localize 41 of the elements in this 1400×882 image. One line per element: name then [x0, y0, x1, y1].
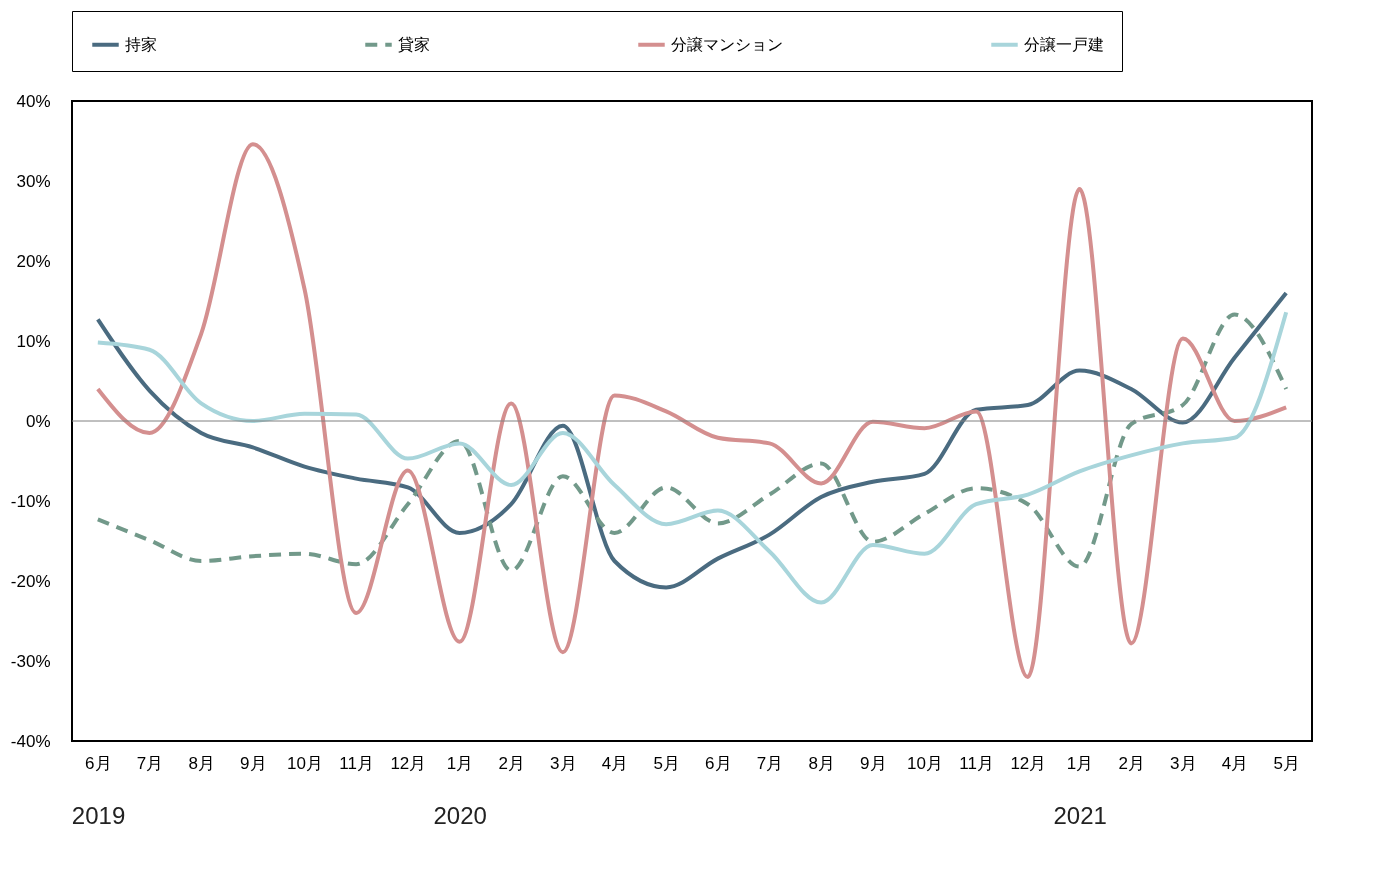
x-tick-label: 8月 [188, 753, 215, 773]
y-tick-label: 40% [16, 91, 51, 111]
x-tick-label: 11月 [339, 753, 374, 773]
y-tick-label: -10% [10, 491, 51, 511]
x-tick-label: 2月 [498, 753, 525, 773]
x-tick-label: 8月 [808, 753, 835, 773]
legend-label: 分譲一戸建 [1024, 35, 1104, 53]
x-tick-label: 5月 [653, 753, 680, 773]
x-tick-label: 3月 [550, 753, 577, 773]
x-tick-label: 12月 [1010, 753, 1047, 773]
y-tick-label: 10% [16, 331, 51, 351]
x-tick-label: 6月 [85, 753, 112, 773]
x-tick-label: 11月 [959, 753, 994, 773]
x-tick-label: 1月 [1066, 753, 1094, 773]
x-tick-label: 2月 [1118, 753, 1145, 773]
legend-label: 貸家 [398, 35, 430, 53]
x-tick-label: 7月 [756, 753, 784, 773]
x-tick-label: 9月 [240, 753, 267, 773]
text: 2020 [433, 802, 487, 829]
x-tick-label: 5月 [1273, 753, 1300, 773]
x-tick-label: 4月 [601, 753, 629, 773]
text: 2019 [71, 802, 126, 829]
y-tick-label: 20% [16, 251, 51, 271]
x-tick-label: 3月 [1170, 753, 1197, 773]
y-tick-label: 0% [25, 411, 51, 431]
y-tick-label: -40% [10, 731, 51, 751]
legend-label: 分譲マンション [671, 35, 783, 53]
x-tick-label: 10月 [287, 753, 323, 773]
x-tick-label: 4月 [1221, 753, 1249, 773]
x-tick-label: 7月 [136, 753, 164, 773]
x-tick-label: 9月 [860, 753, 887, 773]
x-tick-label: 6月 [705, 753, 732, 773]
x-tick-label: 10月 [907, 753, 943, 773]
text: 2021 [1053, 802, 1107, 829]
y-tick-label: 30% [16, 171, 51, 191]
x-tick-label: 12月 [390, 753, 427, 773]
y-tick-label: -20% [10, 571, 51, 591]
line-series [95, 142, 1289, 679]
x-tick-label: 1月 [446, 753, 474, 773]
y-tick-label: -30% [10, 651, 51, 671]
legend-label: 持家 [125, 35, 157, 53]
